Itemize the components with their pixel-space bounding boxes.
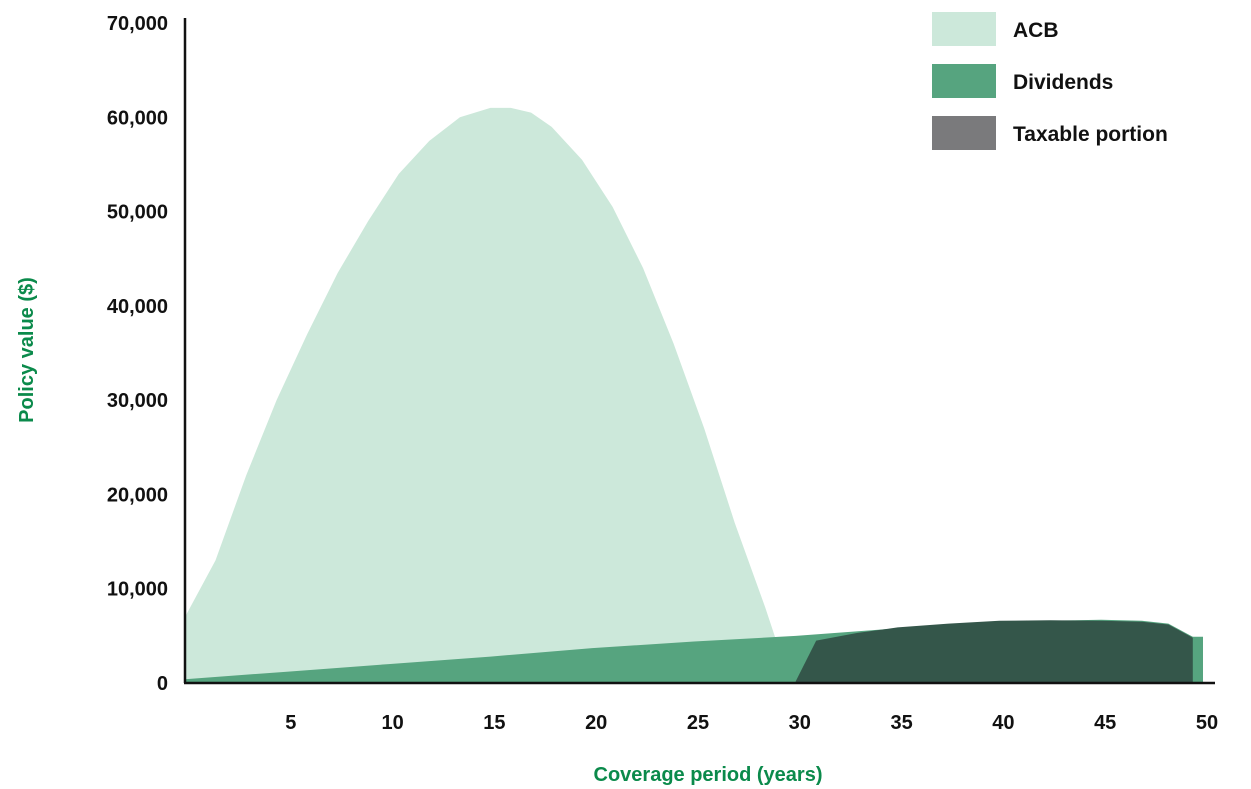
x-tick-label: 45 xyxy=(1094,712,1116,734)
y-tick-label: 60,000 xyxy=(107,107,168,129)
x-tick-label: 15 xyxy=(483,712,505,734)
legend-label: Taxable portion xyxy=(1013,123,1168,146)
legend-swatch xyxy=(932,12,996,46)
x-tick-label: 10 xyxy=(381,712,403,734)
y-tick-label: 40,000 xyxy=(107,296,168,318)
y-tick-label: 20,000 xyxy=(107,484,168,506)
series-area-taxable-portion xyxy=(795,620,1193,683)
y-tick-labels: 0 10,000 20,000 30,000 40,000 50,000 60,000 70,… xyxy=(107,13,168,695)
series-area-acb xyxy=(185,107,796,683)
x-tick-label: 40 xyxy=(992,712,1014,734)
y-tick-label: 70,000 xyxy=(107,13,168,35)
y-axis-title: Policy value ($) xyxy=(16,277,38,423)
axes xyxy=(183,18,1215,685)
x-tick-label: 20 xyxy=(585,712,607,734)
x-tick-label: 25 xyxy=(687,712,709,734)
x-tick-label: 30 xyxy=(789,712,811,734)
x-axis-title: Coverage period (years) xyxy=(594,764,823,786)
x-tick-labels: 5 10 15 20 25 30 35 40 45 50 xyxy=(285,712,1218,734)
series-areas xyxy=(185,107,1203,683)
legend: ACB Dividends Taxable portion xyxy=(932,12,1168,150)
legend-swatch xyxy=(932,116,996,150)
y-tick-label: 50,000 xyxy=(107,202,168,224)
y-tick-label: 0 xyxy=(157,673,168,695)
legend-label: Dividends xyxy=(1013,71,1113,94)
y-tick-label: 30,000 xyxy=(107,390,168,412)
x-tick-label: 50 xyxy=(1196,712,1218,734)
x-tick-label: 35 xyxy=(890,712,912,734)
x-tick-label: 5 xyxy=(285,712,296,734)
y-tick-label: 10,000 xyxy=(107,579,168,601)
legend-label: ACB xyxy=(1013,19,1059,42)
legend-swatch xyxy=(932,64,996,98)
